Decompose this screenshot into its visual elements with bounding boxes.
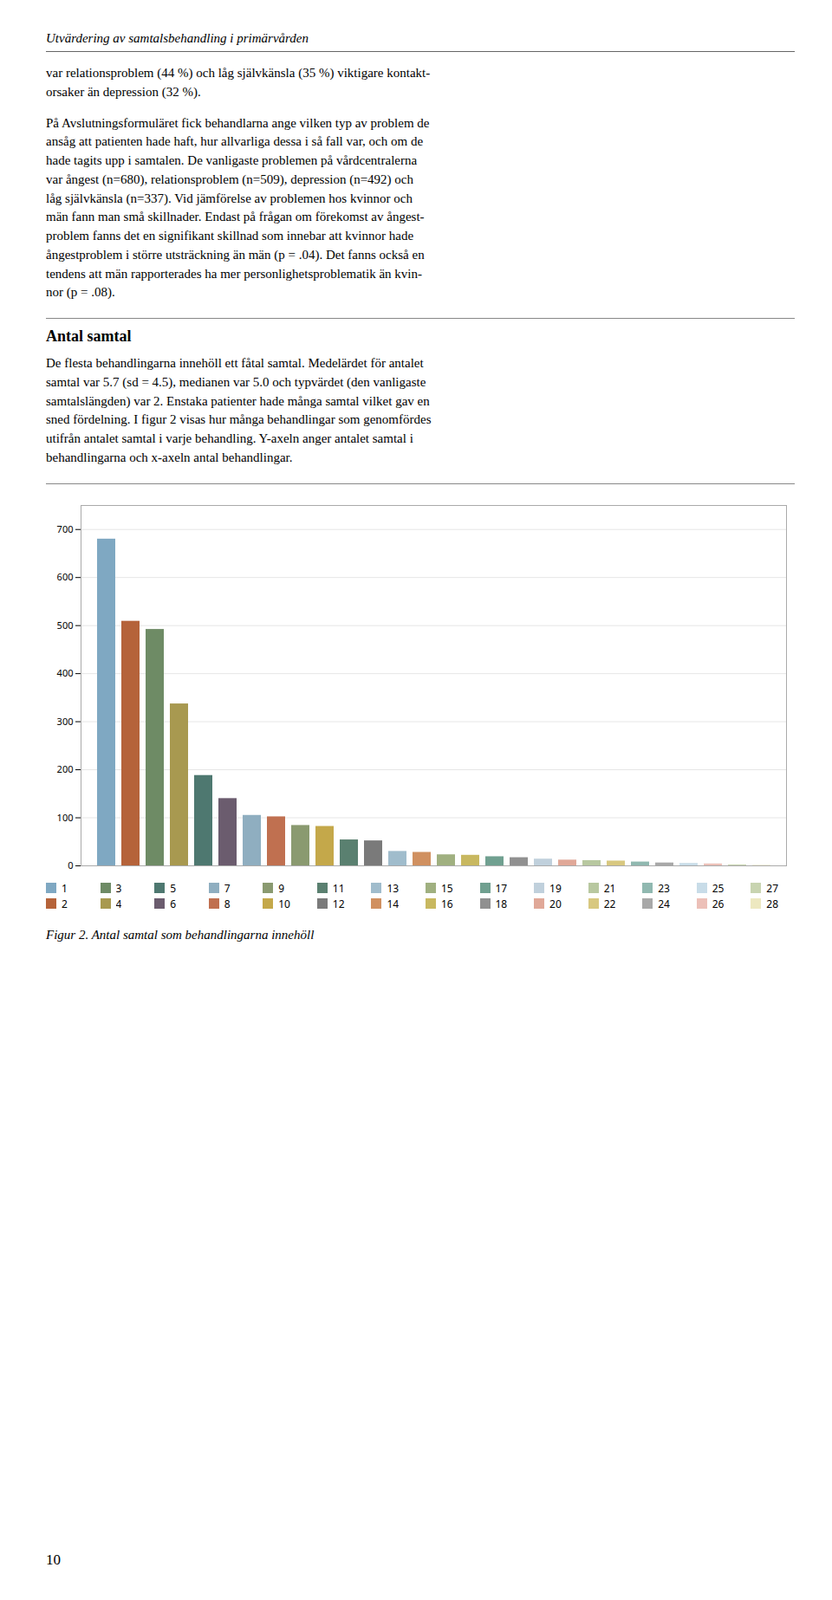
html-text:1: 1 bbox=[61, 880, 68, 896]
html-text:27: 27 bbox=[766, 880, 779, 896]
html-text:21: 21 bbox=[603, 880, 616, 896]
html-text:13: 13 bbox=[386, 880, 399, 896]
svg-text:400: 400 bbox=[57, 666, 74, 680]
svg-text:200: 200 bbox=[57, 762, 74, 776]
html-text:16: 16 bbox=[441, 896, 454, 912]
html-text:7: 7 bbox=[224, 880, 231, 896]
html-text:De flesta behandlingarna inneh: De flesta behandlingarna innehöll ett få… bbox=[45, 356, 432, 465]
html-text:26: 26 bbox=[712, 896, 725, 912]
html-text:På Avslutningsformuläret fick: På Avslutningsformuläret fick behandlarn… bbox=[45, 115, 430, 300]
html-text:10: 10 bbox=[45, 1552, 61, 1569]
html-text:var relationsproblem (44 %) oc: var relationsproblem (44 %) och låg själ… bbox=[45, 65, 431, 99]
html-text:9: 9 bbox=[278, 880, 285, 896]
html-text:22: 22 bbox=[603, 896, 616, 912]
svg-text:700: 700 bbox=[57, 521, 74, 535]
html-text:25: 25 bbox=[712, 880, 725, 896]
svg-text:300: 300 bbox=[57, 714, 74, 728]
html-text:Utvärdering av samtalsbehandli: Utvärdering av samtalsbehandling i primä… bbox=[45, 31, 309, 46]
html-text:19: 19 bbox=[549, 880, 562, 896]
html-text:Figur 2. Antal samtal som beha: Figur 2. Antal samtal som behandlingarna… bbox=[45, 927, 314, 942]
html-text:24: 24 bbox=[657, 896, 670, 912]
svg-text:100: 100 bbox=[57, 810, 74, 824]
html-text:2: 2 bbox=[61, 896, 68, 912]
html-text:23: 23 bbox=[657, 880, 670, 896]
html-text:Antal samtal: Antal samtal bbox=[45, 327, 132, 345]
svg-text:500: 500 bbox=[57, 617, 74, 631]
html-text:8: 8 bbox=[224, 896, 231, 912]
html-text:15: 15 bbox=[441, 880, 454, 896]
html-text:5: 5 bbox=[169, 880, 176, 896]
html-text:14: 14 bbox=[386, 896, 399, 912]
html-text:28: 28 bbox=[766, 896, 779, 912]
html-text:4: 4 bbox=[115, 896, 122, 912]
html-text:20: 20 bbox=[549, 896, 562, 912]
html-text:17: 17 bbox=[495, 880, 508, 896]
svg-text:600: 600 bbox=[57, 570, 74, 584]
svg-text:0: 0 bbox=[67, 858, 73, 872]
html-text:11: 11 bbox=[332, 880, 345, 896]
html-text:6: 6 bbox=[169, 896, 176, 912]
html-text:12: 12 bbox=[332, 896, 345, 912]
html-text:18: 18 bbox=[495, 896, 508, 912]
html-text:10: 10 bbox=[278, 896, 291, 912]
html-text:3: 3 bbox=[115, 880, 122, 896]
